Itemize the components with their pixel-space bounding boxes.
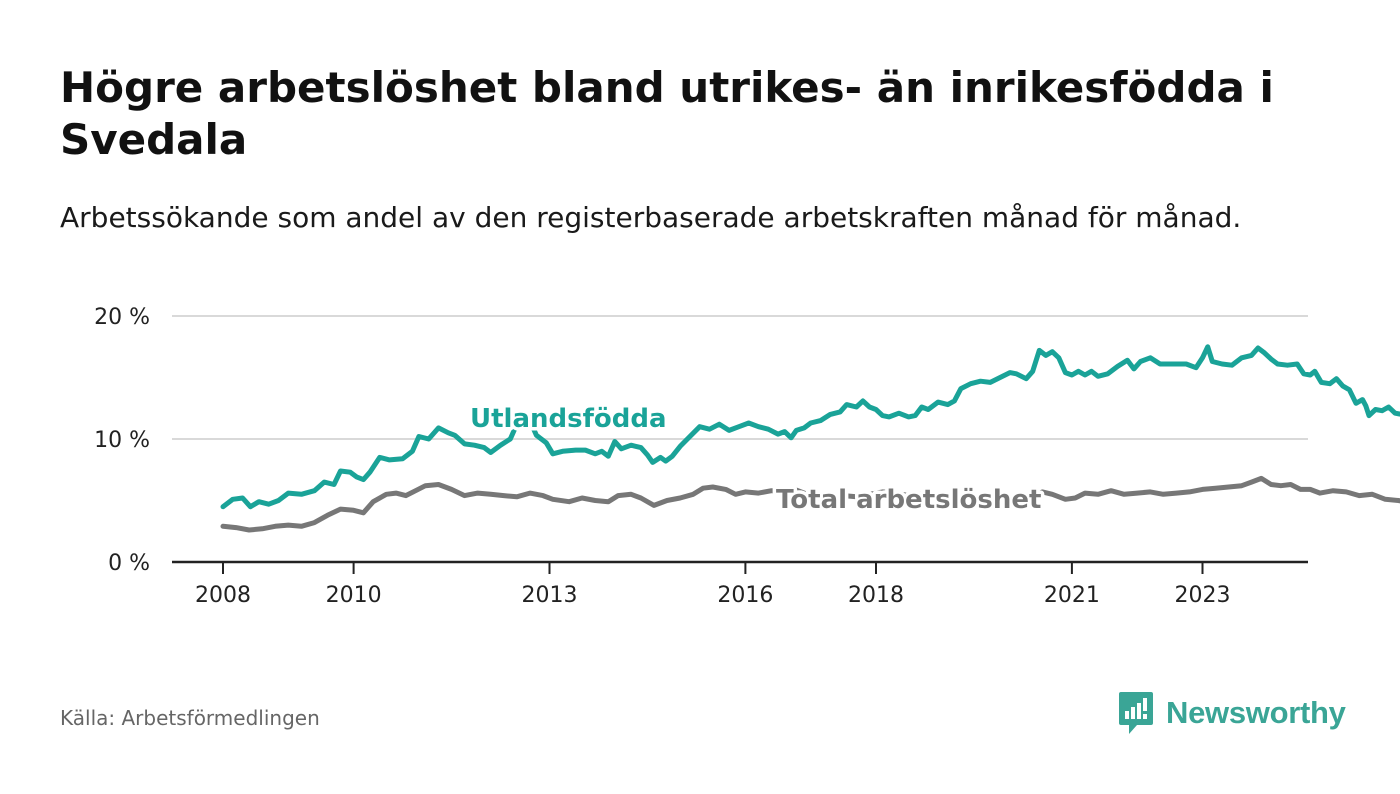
series-labels: UtlandsföddaUtlandsfödda12,2 %Total arbe… bbox=[467, 401, 1045, 519]
chart-title: Högre arbetslöshet bland utrikes- än inr… bbox=[60, 63, 1274, 164]
x-tick-label: 2010 bbox=[326, 583, 382, 608]
series-label-halo-total: Total arbetslöshet bbox=[776, 485, 1041, 515]
series-label-halo-utlandsfodda: Utlandsfödda bbox=[470, 404, 667, 434]
x-axis-ticks: 2008 2010 2013 2016 2018 2021 2023 bbox=[172, 560, 1308, 608]
brand-logo[interactable]: Newsworthy bbox=[1118, 690, 1346, 736]
x-tick-label: 2008 bbox=[195, 583, 251, 608]
y-axis-ticks: 0 % 10 % 20 % bbox=[94, 305, 150, 576]
brand-name: Newsworthy bbox=[1166, 695, 1346, 730]
x-tick-label: 2018 bbox=[848, 583, 904, 608]
series-line-utlandsfodda bbox=[220, 344, 1400, 510]
series-lines bbox=[220, 344, 1400, 533]
y-tick-label: 0 % bbox=[108, 551, 150, 576]
series-label-utlandsfodda: Utlandsfödda bbox=[470, 404, 667, 434]
source-note: Källa: Arbetsförmedlingen bbox=[60, 706, 320, 730]
series-line-total bbox=[220, 475, 1400, 533]
x-tick-label: 2021 bbox=[1044, 583, 1100, 608]
series-label-total: Total arbetslöshet bbox=[776, 485, 1041, 515]
y-tick-label: 10 % bbox=[94, 428, 150, 453]
x-tick-label: 2016 bbox=[717, 583, 773, 608]
grid-lines bbox=[172, 315, 1308, 440]
chart-subtitle: Arbetssökande som andel av den registerb… bbox=[60, 201, 1242, 234]
x-tick-label: 2023 bbox=[1175, 583, 1231, 608]
y-tick-label: 20 % bbox=[94, 305, 150, 330]
x-tick-label: 2013 bbox=[522, 583, 578, 608]
newsworthy-logo-icon bbox=[1119, 692, 1153, 734]
line-chart: 0 % 10 % 20 % 2008 2010 2013 2016 2018 2021 2023… bbox=[94, 305, 1400, 608]
